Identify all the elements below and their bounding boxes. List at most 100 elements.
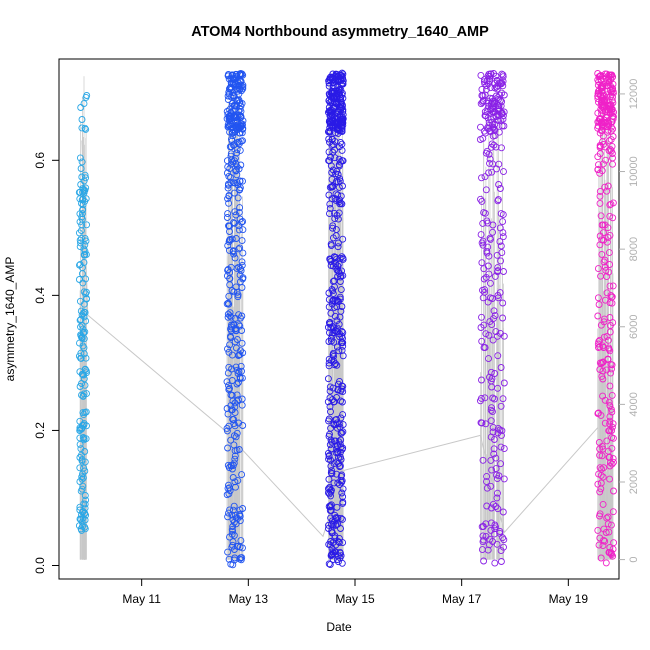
data-point [492,465,500,473]
data-point [326,210,333,218]
data-point [231,452,239,460]
data-point [231,455,239,463]
data-point [324,108,332,116]
data-point [325,415,333,423]
data-point [75,229,83,237]
data-point [79,409,87,417]
data-point [608,361,616,369]
data-point [477,324,485,331]
point-layer [75,69,618,569]
data-point [339,119,347,127]
data-point [607,549,615,557]
data-point [327,334,335,342]
data-point [326,200,334,208]
data-point [603,238,611,246]
data-point [478,313,485,321]
data-point [230,250,238,258]
data-point [331,146,338,154]
data-point [487,456,495,464]
data-point [486,75,494,83]
data-point [230,556,238,564]
data-point [497,210,505,218]
data-point [76,427,84,434]
data-point [328,550,336,558]
data-point [80,313,88,321]
data-point [494,489,501,497]
data-point [603,514,611,522]
data-point [337,286,345,294]
data-point [229,538,237,546]
data-point [236,543,244,551]
data-point [498,70,506,78]
data-point [607,291,615,299]
data-point [594,294,602,302]
data-point [80,350,88,358]
data-point [82,496,90,504]
data-point [329,224,336,232]
data-point [495,181,503,188]
data-point [326,483,333,491]
data-point [238,374,246,382]
data-point [500,122,508,130]
data-point [235,245,243,253]
data-point [230,518,238,526]
data-point [327,436,335,444]
data-point [233,391,241,399]
data-point [232,363,240,371]
data-point [594,89,602,97]
y2-tick-label: 8000 [628,237,640,261]
data-point [225,246,233,254]
data-point [489,423,497,431]
data-point [599,500,607,508]
data-point [492,143,500,151]
data-point [609,99,617,107]
data-point [494,82,502,90]
data-point [333,415,340,423]
data-point [594,265,602,273]
data-point [477,419,485,427]
data-point [500,108,508,116]
data-point [239,177,246,185]
data-point [485,270,493,278]
data-point [228,235,236,243]
data-point [477,231,485,239]
data-point [337,514,345,522]
data-point [335,459,343,467]
data-point [227,462,235,469]
data-point [80,375,88,383]
data-point [224,195,232,203]
data-point [233,429,241,437]
data-point [238,554,246,562]
data-point [486,279,494,287]
data-point [229,219,237,227]
data-point [494,424,502,432]
data-point [228,137,236,145]
data-point [81,241,89,249]
data-point [324,485,332,493]
data-point [76,503,84,511]
data-point [338,346,346,354]
data-point [234,194,242,202]
data-point [496,224,504,232]
data-point [606,299,614,307]
data-point [486,159,493,167]
data-point [81,251,89,259]
data-point [609,455,617,463]
data-point [327,469,335,477]
data-point [226,275,234,282]
data-point [335,161,343,169]
data-point [328,285,336,293]
y-tick-label: 0.2 [33,422,47,439]
data-point [330,324,338,332]
data-point [483,478,490,486]
data-point [491,132,499,140]
data-point [82,125,90,133]
data-point [498,431,505,439]
data-point [494,505,502,513]
data-point [606,314,614,321]
data-point [495,117,502,125]
data-point [337,436,345,444]
data-point [479,237,487,245]
data-point [334,272,342,280]
data-point [609,214,617,222]
